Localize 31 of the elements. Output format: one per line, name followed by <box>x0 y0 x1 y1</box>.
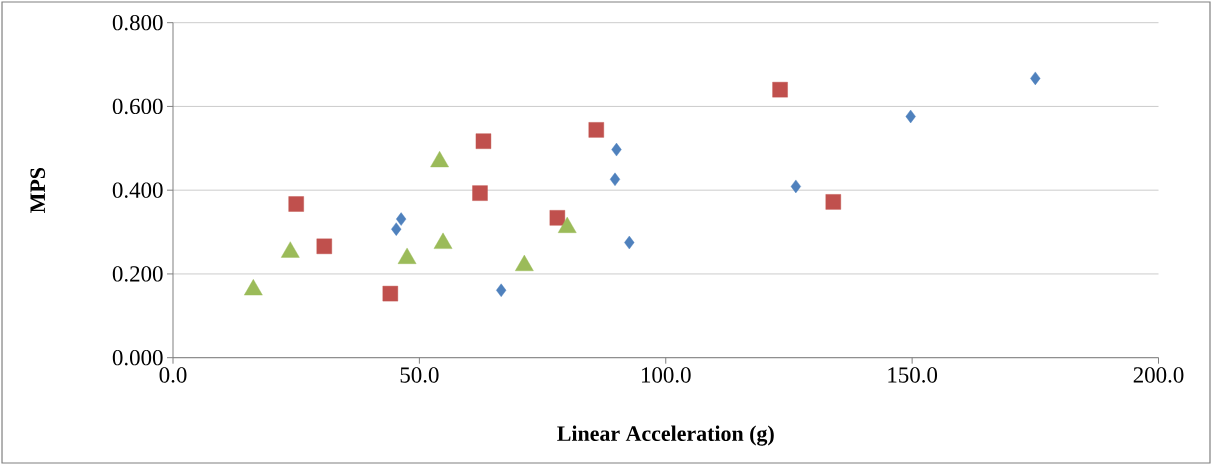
x-tick-label: 0.0 <box>159 367 187 383</box>
point <box>472 185 488 201</box>
y-tick-label: 0.800 <box>112 14 163 31</box>
point <box>624 235 635 250</box>
point <box>549 210 566 226</box>
point <box>609 172 621 186</box>
point <box>475 133 492 149</box>
point <box>905 109 916 124</box>
point <box>790 179 801 194</box>
x-tick-label: 150.0 <box>888 367 938 383</box>
x-axis-title: Linear Acceleration (g) <box>557 425 774 446</box>
y-tick-label: 0.200 <box>112 266 163 282</box>
point <box>316 238 332 254</box>
point <box>391 222 402 236</box>
point <box>772 81 788 98</box>
point <box>1030 71 1041 86</box>
point <box>496 283 507 297</box>
x-tick-label: 50.0 <box>400 367 439 383</box>
point <box>288 196 304 212</box>
point <box>825 194 841 210</box>
y-tick-label: 0.000 <box>112 349 163 366</box>
point <box>382 285 399 302</box>
y-tick-label: 0.400 <box>112 182 163 198</box>
point <box>244 279 263 296</box>
point <box>611 142 622 157</box>
x-tick-label: 100.0 <box>642 367 691 383</box>
y-axis-title: MPS <box>30 167 46 213</box>
y-tick-label: 0.600 <box>112 98 163 115</box>
x-tick-label: 200.0 <box>1133 367 1184 383</box>
point <box>588 122 604 138</box>
point <box>396 212 407 226</box>
